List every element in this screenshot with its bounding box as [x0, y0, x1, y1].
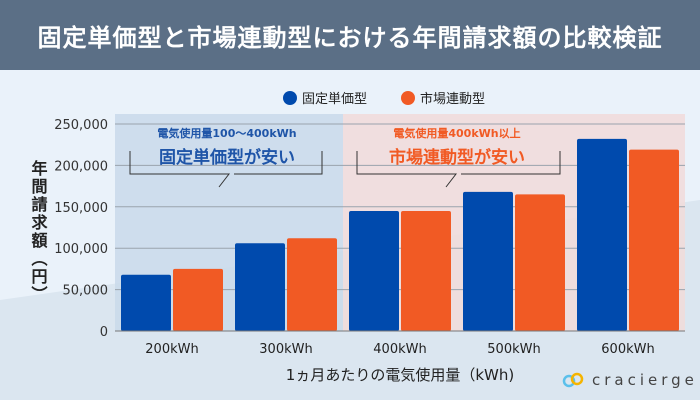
- y-tick-label: 200,000: [54, 159, 108, 174]
- legend-label: 市場連動型: [420, 91, 485, 107]
- y-tick-label: 0: [100, 325, 108, 340]
- annotation-bracket: [356, 151, 561, 188]
- logo-icon: [562, 372, 584, 388]
- bar-market: [173, 268, 223, 331]
- bar-fixed: [121, 274, 171, 331]
- x-axis-label: 1ヵ月あたりの電気使用量（kWh): [286, 366, 514, 384]
- y-tick-label: 150,000: [54, 201, 108, 216]
- bar-market: [629, 149, 679, 331]
- annotation-title: 固定単価型が安い: [159, 147, 295, 168]
- brand-logo: cracierge: [562, 371, 698, 389]
- page-title: 固定単価型と市場連動型における年間請求額の比較検証: [0, 0, 700, 70]
- annotation-subtitle: 電気使用量400kWh以上: [393, 126, 520, 140]
- legend-label: 固定単価型: [302, 91, 367, 107]
- region-market-cheaper: [343, 114, 685, 331]
- y-tick-label: 50,000: [63, 284, 109, 299]
- x-tick-label: 500kWh: [487, 342, 540, 357]
- bar-fixed: [349, 210, 399, 331]
- annotation-subtitle: 電気使用量100〜400kWh: [157, 126, 296, 140]
- bar-fixed: [463, 191, 513, 331]
- bar-market: [515, 194, 565, 331]
- bar-chart: 0 50,000 100,000 150,000 200,000 250,000 200kW…: [29, 91, 685, 384]
- logo-text: cracierge: [592, 371, 698, 389]
- bar-market: [287, 238, 337, 331]
- x-tick-label: 600kWh: [601, 342, 654, 357]
- legend-marker: [283, 91, 297, 105]
- bar-fixed: [577, 138, 627, 331]
- annotation-bracket: [129, 151, 323, 188]
- y-tick-label: 100,000: [54, 242, 108, 257]
- x-tick-label: 300kWh: [259, 342, 312, 357]
- bar-fixed: [235, 243, 285, 331]
- legend-marker: [401, 91, 415, 105]
- y-axis-label: 年間請求額（円）: [29, 159, 49, 304]
- bar-market: [401, 210, 451, 331]
- annotation-title: 市場連動型が安い: [389, 147, 525, 168]
- x-tick-label: 400kWh: [373, 342, 426, 357]
- y-tick-label: 250,000: [54, 118, 108, 133]
- x-tick-label: 200kWh: [145, 342, 198, 357]
